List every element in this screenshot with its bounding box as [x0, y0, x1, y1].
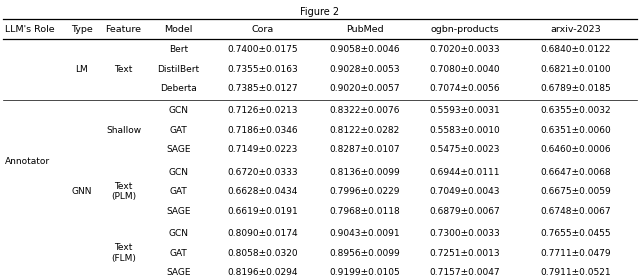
Text: GAT: GAT: [170, 249, 188, 257]
Text: 0.7911±0.0521: 0.7911±0.0521: [540, 268, 611, 275]
Text: Model: Model: [164, 25, 193, 34]
Text: Cora: Cora: [252, 25, 274, 34]
Text: 0.8322±0.0076: 0.8322±0.0076: [330, 106, 400, 115]
Text: ogbn-products: ogbn-products: [430, 25, 499, 34]
Text: Feature: Feature: [106, 25, 141, 34]
Text: LLM's Role: LLM's Role: [5, 25, 55, 34]
Text: 0.7300±0.0033: 0.7300±0.0033: [429, 229, 500, 238]
Text: LM: LM: [76, 65, 88, 73]
Text: 0.9028±0.0053: 0.9028±0.0053: [330, 65, 400, 73]
Text: SAGE: SAGE: [166, 145, 191, 154]
Text: Text
(PLM): Text (PLM): [111, 182, 136, 201]
Text: Annotator: Annotator: [5, 156, 51, 166]
Text: 0.6789±0.0185: 0.6789±0.0185: [540, 84, 611, 93]
Text: 0.7049±0.0043: 0.7049±0.0043: [429, 187, 500, 196]
Text: 0.6647±0.0068: 0.6647±0.0068: [540, 168, 611, 177]
Text: 0.8136±0.0099: 0.8136±0.0099: [330, 168, 400, 177]
Text: Bert: Bert: [169, 45, 188, 54]
Text: 0.7080±0.0040: 0.7080±0.0040: [429, 65, 500, 73]
Text: 0.7251±0.0013: 0.7251±0.0013: [429, 249, 500, 257]
Text: 0.7355±0.0163: 0.7355±0.0163: [228, 65, 298, 73]
Text: GAT: GAT: [170, 126, 188, 135]
Text: DistilBert: DistilBert: [157, 65, 200, 73]
Text: 0.8287±0.0107: 0.8287±0.0107: [330, 145, 400, 154]
Text: Type: Type: [71, 25, 93, 34]
Text: 0.6619±0.0191: 0.6619±0.0191: [228, 207, 298, 216]
Text: 0.5593±0.0031: 0.5593±0.0031: [429, 106, 500, 115]
Text: 0.8122±0.0282: 0.8122±0.0282: [330, 126, 400, 135]
Text: 0.6821±0.0100: 0.6821±0.0100: [540, 65, 611, 73]
Text: 0.9043±0.0091: 0.9043±0.0091: [330, 229, 400, 238]
Text: 0.7996±0.0229: 0.7996±0.0229: [330, 187, 400, 196]
Text: 0.9199±0.0105: 0.9199±0.0105: [330, 268, 400, 275]
Text: 0.7157±0.0047: 0.7157±0.0047: [429, 268, 500, 275]
Text: Deberta: Deberta: [160, 84, 197, 93]
Text: Shallow: Shallow: [106, 126, 141, 135]
Text: GCN: GCN: [168, 168, 189, 177]
Text: 0.6628±0.0434: 0.6628±0.0434: [228, 187, 298, 196]
Text: GAT: GAT: [170, 187, 188, 196]
Text: 0.6460±0.0006: 0.6460±0.0006: [540, 145, 611, 154]
Text: 0.8196±0.0294: 0.8196±0.0294: [228, 268, 298, 275]
Text: SAGE: SAGE: [166, 268, 191, 275]
Text: 0.7149±0.0223: 0.7149±0.0223: [228, 145, 298, 154]
Text: 0.6748±0.0067: 0.6748±0.0067: [540, 207, 611, 216]
Text: 0.6355±0.0032: 0.6355±0.0032: [540, 106, 611, 115]
Text: 0.9058±0.0046: 0.9058±0.0046: [330, 45, 400, 54]
Text: 0.6351±0.0060: 0.6351±0.0060: [540, 126, 611, 135]
Text: 0.9020±0.0057: 0.9020±0.0057: [330, 84, 400, 93]
Text: GCN: GCN: [168, 106, 189, 115]
Text: 0.7400±0.0175: 0.7400±0.0175: [228, 45, 298, 54]
Text: 0.6944±0.0111: 0.6944±0.0111: [429, 168, 500, 177]
Text: 0.7711±0.0479: 0.7711±0.0479: [540, 249, 611, 257]
Text: 0.5475±0.0023: 0.5475±0.0023: [429, 145, 500, 154]
Text: 0.6675±0.0059: 0.6675±0.0059: [540, 187, 611, 196]
Text: 0.7385±0.0127: 0.7385±0.0127: [228, 84, 298, 93]
Text: 0.8956±0.0099: 0.8956±0.0099: [330, 249, 400, 257]
Text: 0.8058±0.0320: 0.8058±0.0320: [228, 249, 298, 257]
Text: PubMed: PubMed: [346, 25, 383, 34]
Text: 0.8090±0.0174: 0.8090±0.0174: [228, 229, 298, 238]
Text: 0.6720±0.0333: 0.6720±0.0333: [228, 168, 298, 177]
Text: 0.7186±0.0346: 0.7186±0.0346: [228, 126, 298, 135]
Text: 0.7655±0.0455: 0.7655±0.0455: [540, 229, 611, 238]
Text: 0.7968±0.0118: 0.7968±0.0118: [330, 207, 400, 216]
Text: Text
(FLM): Text (FLM): [111, 243, 136, 263]
Text: 0.5583±0.0010: 0.5583±0.0010: [429, 126, 500, 135]
Text: 0.7126±0.0213: 0.7126±0.0213: [228, 106, 298, 115]
Text: 0.7074±0.0056: 0.7074±0.0056: [429, 84, 500, 93]
Text: arxiv-2023: arxiv-2023: [550, 25, 601, 34]
Text: 0.6879±0.0067: 0.6879±0.0067: [429, 207, 500, 216]
Text: GCN: GCN: [168, 229, 189, 238]
Text: Figure 2: Figure 2: [300, 7, 340, 17]
Text: SAGE: SAGE: [166, 207, 191, 216]
Text: Text: Text: [115, 65, 132, 73]
Text: 0.6840±0.0122: 0.6840±0.0122: [541, 45, 611, 54]
Text: 0.7020±0.0033: 0.7020±0.0033: [429, 45, 500, 54]
Text: GNN: GNN: [72, 187, 92, 196]
